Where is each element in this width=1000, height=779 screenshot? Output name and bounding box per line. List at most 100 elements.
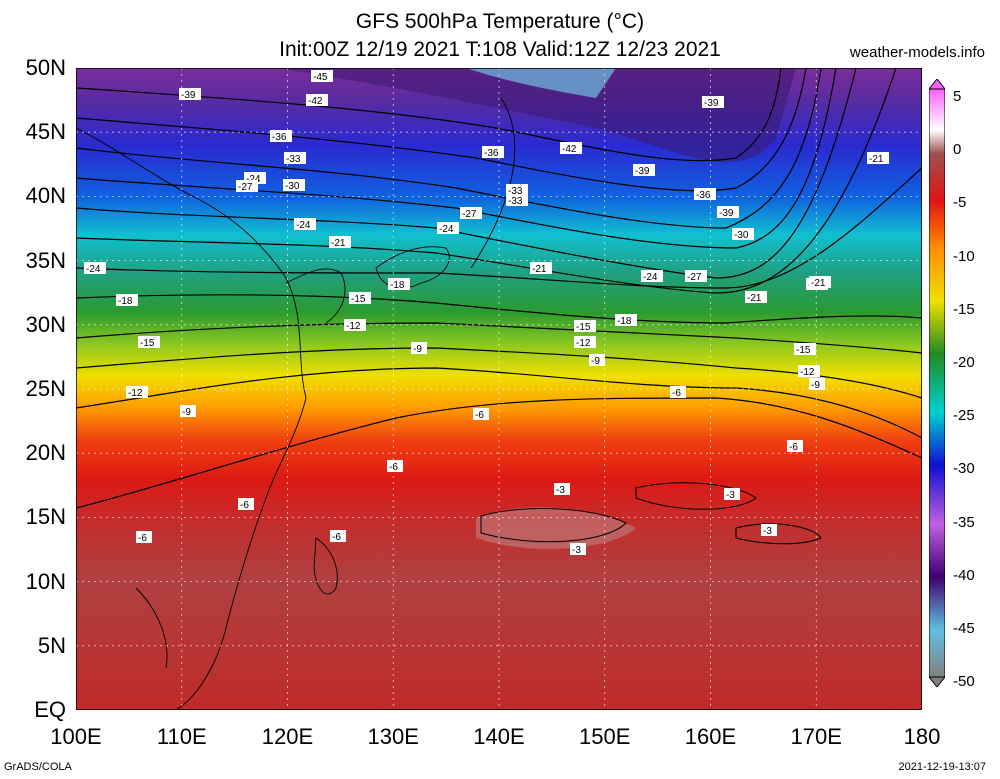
colorbar-label: -20 — [953, 354, 975, 371]
lon-label: 180 — [903, 724, 941, 749]
contour-label-bg — [294, 218, 316, 230]
contour-label: -21 — [532, 264, 547, 275]
contour-label: -33 — [508, 196, 523, 207]
contour-label-bg — [724, 488, 740, 500]
lon-label: 170E — [790, 724, 842, 749]
lat-label: 25N — [25, 376, 66, 401]
contour-label: -12 — [800, 367, 815, 378]
colorbar-label: -25 — [953, 407, 975, 425]
lon-label: 130E — [367, 724, 419, 749]
contour-label: -24 — [439, 224, 454, 235]
footer-credit: GrADS/COLA — [4, 761, 72, 773]
contour-label: -12 — [128, 388, 143, 399]
contour-label: -21 — [747, 293, 762, 304]
contour-label: -15 — [140, 338, 155, 349]
lon-label: 140E — [473, 724, 525, 749]
contour-label-bg — [180, 405, 196, 417]
lon-label: 110E — [156, 724, 207, 749]
contour-label: -6 — [475, 410, 484, 421]
contour-label: -21 — [811, 278, 826, 289]
contour-label: -6 — [672, 388, 681, 399]
colorbar-label: 0 — [953, 141, 962, 159]
contour-label-bg — [702, 96, 724, 108]
contour-label-bg — [84, 262, 106, 274]
lat-label: 40N — [25, 183, 66, 209]
contour-label: -6 — [138, 533, 147, 544]
lat-label: 30N — [25, 311, 66, 337]
contour-label-bg — [560, 142, 582, 154]
contour-label: -27 — [238, 182, 253, 193]
contour-label: -6 — [332, 532, 341, 543]
contour-label: -36 — [484, 148, 499, 159]
contour-label-bg — [349, 292, 371, 304]
contour-label: -3 — [763, 526, 772, 537]
lon-label: 120E — [261, 724, 314, 749]
contour-label-bg — [809, 378, 825, 390]
footer-timestamp: 2021-12-19-13:07 — [898, 761, 986, 773]
contour-label-bg — [574, 336, 596, 348]
contour-label-bg — [411, 342, 427, 354]
contour-label-bg — [460, 207, 482, 219]
contour-label-bg — [867, 152, 889, 164]
contour-label: -15 — [351, 294, 366, 305]
contour-label-bg — [138, 336, 160, 348]
colorbar-label: -15 — [953, 300, 975, 318]
contour-label-bg — [732, 228, 754, 240]
contour-label-bg — [311, 70, 333, 82]
colorbar — [929, 89, 945, 677]
cold-pool-shading — [276, 68, 796, 163]
lat-label: 50N — [25, 55, 66, 80]
colorbar-label: 5 — [953, 88, 962, 105]
chart-subtitle: Init:00Z 12/19 2021 T:108 Valid:12Z 12/2… — [279, 38, 721, 61]
contour-label: -9 — [413, 344, 422, 355]
lat-label: 5N — [37, 632, 66, 658]
temperature-map: -45-39-42 -39-36-42-39-36-33 -21-24-27 -30-… — [76, 68, 922, 710]
contour-label-bg — [794, 343, 816, 355]
contour-label-bg — [685, 270, 707, 282]
contour-label: -39 — [704, 98, 719, 109]
contour-label-bg — [344, 319, 366, 331]
lon-label: 150E — [579, 724, 631, 749]
contour-label-bg — [554, 483, 570, 495]
contour-label: -42 — [562, 144, 577, 155]
contour-label: -3 — [726, 490, 735, 501]
contour-label: -12 — [576, 338, 591, 349]
contour-label: -9 — [811, 380, 820, 391]
contour-label: -24 — [643, 272, 658, 283]
contour-label: -6 — [240, 500, 249, 511]
contour-label-bg — [329, 236, 351, 248]
contour-label-bg — [388, 278, 410, 290]
contour-label: -39 — [181, 90, 196, 101]
contour-label-bg — [615, 314, 637, 326]
contour-label-bg — [694, 188, 716, 200]
contour-label: -12 — [346, 321, 361, 332]
contour-label: -6 — [389, 462, 398, 473]
contour-label: -33 — [508, 186, 523, 197]
contour-label-bg — [670, 386, 686, 398]
isotherm-contours — [76, 68, 922, 509]
contour-label-bg — [330, 530, 346, 542]
contour-label: -9 — [182, 407, 191, 418]
contour-label-bg — [283, 179, 305, 191]
contour-label: -18 — [617, 316, 632, 327]
contour-label-bg — [641, 270, 663, 282]
lat-label: 10N — [25, 568, 66, 594]
contour-label-bg — [306, 94, 328, 106]
contour-label: -36 — [272, 132, 287, 143]
source-site-label: weather-models.info — [849, 44, 985, 61]
contour-label-bg — [574, 320, 596, 332]
contour-label: -24 — [296, 220, 311, 231]
contour-label-bg — [506, 194, 528, 206]
contour-label-bg — [633, 164, 655, 176]
contour-label-bg — [482, 146, 504, 158]
colorbar-label: -50 — [953, 673, 975, 691]
contour-label-bg — [284, 152, 306, 164]
lat-label: 35N — [25, 247, 66, 273]
lon-label: 160E — [684, 724, 737, 749]
lat-label: 20N — [25, 440, 66, 466]
lat-label: EQ — [34, 697, 66, 722]
colorbar-top-arrow — [929, 79, 945, 89]
colorbar-label: -35 — [953, 513, 975, 531]
contour-label: -3 — [572, 545, 581, 556]
graticule — [76, 68, 922, 710]
